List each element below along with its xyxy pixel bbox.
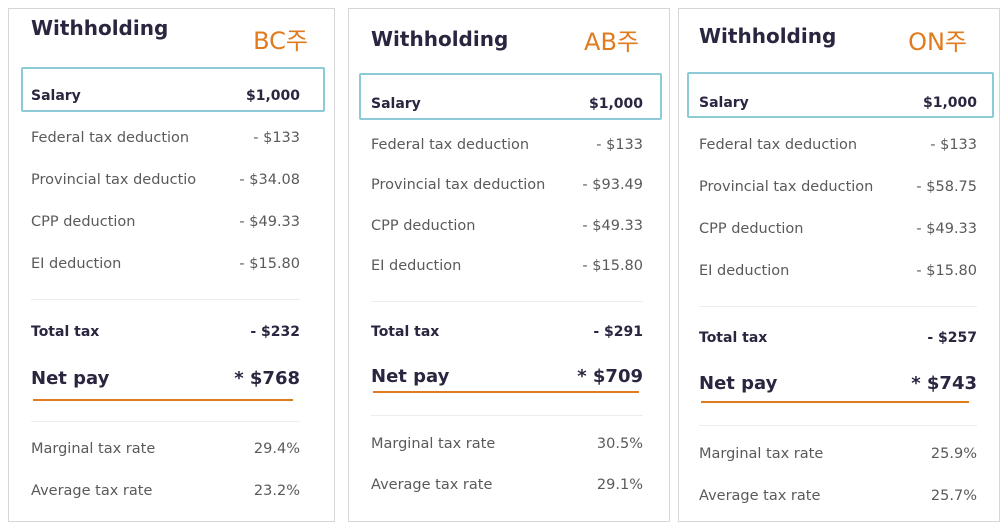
- panel: Withholding BC주 Salary $1,000 Federal tax de…: [8, 8, 335, 522]
- deduction-label: CPP deduction: [31, 213, 136, 230]
- net-label: Net pay: [371, 366, 450, 387]
- panel: Withholding AB주 Salary $1,000 Federal tax de…: [348, 8, 670, 522]
- deduction-value: - $15.80: [239, 255, 300, 272]
- divider: [371, 301, 643, 302]
- net-value: * $743: [911, 373, 977, 394]
- deduction-label: Provincial tax deduction: [371, 176, 546, 193]
- rate-label: Average tax rate: [371, 476, 493, 493]
- divider: [699, 306, 977, 307]
- net-underline: [701, 401, 969, 403]
- total-label: Total tax: [31, 324, 100, 340]
- rate-label: Average tax rate: [699, 487, 821, 504]
- deduction-label: Federal tax deduction: [371, 136, 530, 153]
- net-value: * $768: [234, 368, 300, 389]
- deduction-label: CPP deduction: [371, 217, 476, 234]
- rate-value: 29.4%: [253, 440, 300, 457]
- salary-label: Salary: [699, 95, 749, 111]
- deduction-value: - $58.75: [916, 178, 977, 195]
- deduction-label: Federal tax deduction: [699, 136, 858, 153]
- panel-title: Withholding: [699, 24, 837, 48]
- deduction-value: - $133: [253, 129, 300, 146]
- deduction-value: - $15.80: [582, 257, 643, 274]
- divider: [371, 415, 643, 416]
- salary-value: $1,000: [245, 88, 300, 104]
- rate-label: Marginal tax rate: [699, 445, 824, 462]
- rate-label: Marginal tax rate: [31, 440, 156, 457]
- rate-value: 25.7%: [930, 487, 977, 504]
- rate-value: 25.9%: [930, 445, 977, 462]
- salary-box: [687, 72, 994, 118]
- total-label: Total tax: [371, 324, 440, 340]
- deduction-label: Provincial tax deductio: [31, 171, 197, 188]
- deduction-value: - $93.49: [582, 176, 643, 193]
- divider: [31, 299, 300, 300]
- region-label: BC주: [253, 27, 308, 55]
- salary-value: $1,000: [922, 95, 977, 111]
- net-label: Net pay: [699, 373, 778, 394]
- panel: Withholding ON주 Salary $1,000 Federal tax de…: [678, 8, 1000, 522]
- salary-label: Salary: [31, 88, 81, 104]
- deduction-label: EI deduction: [699, 262, 790, 279]
- deduction-label: EI deduction: [371, 257, 462, 274]
- salary-box: [21, 67, 325, 112]
- salary-value: $1,000: [588, 96, 643, 112]
- rate-value: 30.5%: [596, 435, 643, 452]
- rate-value: 29.1%: [596, 476, 643, 493]
- region-label: ON주: [908, 28, 967, 56]
- divider: [31, 421, 300, 422]
- total-label: Total tax: [699, 330, 768, 346]
- rate-label: Marginal tax rate: [371, 435, 496, 452]
- deduction-label: Provincial tax deduction: [699, 178, 874, 195]
- total-value: - $257: [927, 330, 977, 346]
- net-underline: [33, 399, 293, 401]
- deduction-label: EI deduction: [31, 255, 122, 272]
- net-underline: [373, 391, 639, 393]
- deduction-value: - $49.33: [239, 213, 300, 230]
- total-value: - $232: [250, 324, 300, 340]
- deduction-value: - $34.08: [239, 171, 300, 188]
- deduction-label: CPP deduction: [699, 220, 804, 237]
- deduction-value: - $133: [596, 136, 643, 153]
- net-value: * $709: [577, 366, 643, 387]
- rate-value: 23.2%: [253, 482, 300, 499]
- total-value: - $291: [593, 324, 643, 340]
- divider: [699, 425, 977, 426]
- salary-box: [359, 73, 662, 120]
- net-label: Net pay: [31, 368, 110, 389]
- rate-label: Average tax rate: [31, 482, 153, 499]
- deduction-label: Federal tax deduction: [31, 129, 190, 146]
- deduction-value: - $49.33: [916, 220, 977, 237]
- deduction-value: - $133: [930, 136, 977, 153]
- panel-title: Withholding: [371, 27, 509, 51]
- deduction-value: - $15.80: [916, 262, 977, 279]
- deduction-value: - $49.33: [582, 217, 643, 234]
- salary-label: Salary: [371, 96, 421, 112]
- panel-title: Withholding: [31, 16, 169, 40]
- region-label: AB주: [584, 28, 639, 56]
